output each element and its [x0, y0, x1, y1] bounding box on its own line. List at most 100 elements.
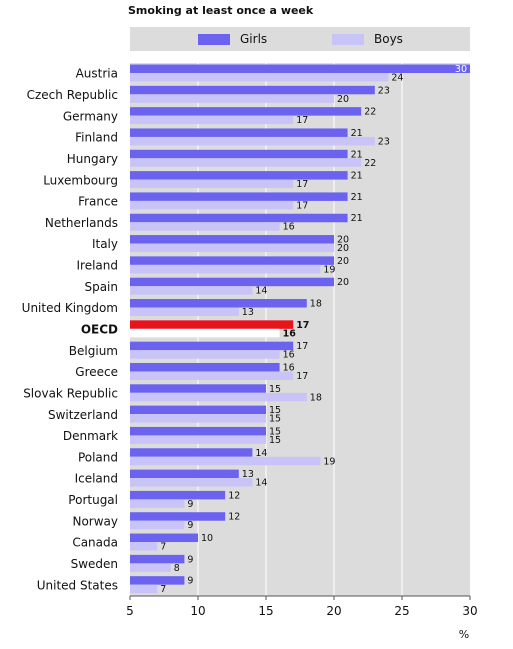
category-label-19: Iceland: [75, 472, 118, 486]
bar-boys-3: [130, 136, 375, 146]
value-label-boys-6: 17: [296, 200, 308, 211]
value-label-girls-15: 15: [269, 384, 281, 395]
value-label-boys-15: 18: [310, 392, 322, 403]
value-label-girls-23: 9: [187, 554, 193, 565]
value-label-boys-24: 7: [160, 584, 166, 595]
category-label-1: Czech Republic: [27, 88, 118, 102]
bar-girls-7: [130, 213, 348, 223]
category-label-14: Greece: [75, 365, 118, 379]
value-label-boys-21: 9: [187, 520, 193, 531]
value-label-girls-18: 14: [255, 448, 267, 459]
value-label-girls-0: 30: [455, 64, 467, 75]
value-label-boys-7: 16: [283, 222, 295, 233]
bar-boys-11: [130, 307, 239, 317]
bar-boys-24: [130, 584, 158, 594]
value-label-boys-20: 9: [187, 499, 193, 510]
legend-label-girls: Girls: [240, 32, 268, 46]
category-label-9: Ireland: [76, 259, 118, 273]
value-label-boys-11: 13: [242, 307, 254, 318]
value-label-boys-3: 23: [378, 136, 390, 147]
category-label-22: Canada: [72, 536, 118, 550]
value-label-boys-4: 22: [364, 158, 376, 169]
category-label-23: Sweden: [71, 557, 118, 571]
bar-girls-2: [130, 107, 362, 116]
category-label-10: Spain: [84, 280, 118, 294]
value-label-boys-17: 15: [269, 435, 281, 446]
value-label-boys-22: 7: [160, 542, 166, 553]
legend-item-girls: Girls: [198, 27, 267, 51]
legend-item-boys: Boys: [332, 27, 403, 51]
value-label-boys-18: 19: [323, 456, 335, 467]
legend-swatch-girls: [198, 33, 230, 45]
value-label-boys-13: 16: [283, 350, 295, 361]
bar-girls-22: [130, 533, 198, 543]
value-label-boys-1: 20: [337, 94, 349, 105]
x-tick-label-25: 25: [394, 604, 409, 618]
bar-girls-16: [130, 405, 266, 415]
bar-boys-7: [130, 222, 280, 231]
bar-boys-8: [130, 243, 334, 253]
bar-girls-0: [130, 64, 470, 73]
category-label-7: Netherlands: [45, 216, 118, 230]
bar-boys-15: [130, 392, 307, 402]
value-label-girls-1: 23: [378, 85, 390, 96]
bar-girls-20: [130, 490, 226, 500]
bar-girls-1: [130, 85, 375, 95]
value-label-boys-12: 16: [283, 328, 297, 339]
category-label-17: Denmark: [63, 429, 118, 443]
chart-title: Smoking at least once a week: [128, 4, 314, 17]
value-label-boys-19: 14: [255, 478, 267, 489]
bar-boys-0: [130, 73, 389, 82]
value-label-boys-16: 15: [269, 414, 281, 425]
value-label-girls-4: 21: [351, 149, 363, 160]
value-label-girls-10: 20: [337, 277, 349, 288]
category-label-2: Germany: [63, 109, 118, 123]
bar-girls-14: [130, 362, 280, 372]
value-label-boys-8: 20: [337, 243, 349, 254]
bar-girls-9: [130, 256, 334, 265]
bar-boys-6: [130, 200, 294, 210]
category-label-4: Hungary: [67, 152, 118, 166]
x-tick-label-5: 5: [126, 604, 134, 618]
value-label-boys-0: 24: [391, 73, 403, 84]
category-label-24: United States: [37, 578, 118, 592]
category-label-20: Portugal: [68, 493, 118, 507]
bar-boys-21: [130, 520, 185, 530]
value-label-girls-20: 12: [228, 490, 240, 501]
value-label-girls-11: 18: [310, 299, 322, 310]
bar-boys-18: [130, 456, 321, 466]
bar-boys-10: [130, 286, 253, 295]
x-tick-label-20: 20: [326, 604, 341, 618]
bar-boys-17: [130, 435, 266, 444]
bar-girls-8: [130, 235, 334, 244]
bar-boys-4: [130, 158, 362, 167]
category-label-12: OECD: [81, 323, 118, 337]
bar-boys-16: [130, 414, 266, 423]
bar-girls-11: [130, 299, 307, 308]
bar-girls-12: [130, 320, 294, 329]
category-label-13: Belgium: [69, 344, 118, 358]
bar-girls-4: [130, 149, 348, 159]
bar-girls-19: [130, 469, 239, 479]
category-label-11: United Kingdom: [22, 301, 118, 315]
bar-girls-10: [130, 277, 334, 287]
value-label-girls-5: 21: [351, 171, 363, 182]
category-label-0: Austria: [76, 67, 118, 81]
x-tick-label-15: 15: [258, 604, 273, 618]
value-label-girls-14: 16: [283, 362, 295, 373]
category-label-6: France: [78, 195, 118, 209]
bar-girls-13: [130, 341, 294, 351]
bar-boys-2: [130, 115, 294, 125]
category-label-21: Norway: [72, 514, 118, 528]
value-label-girls-2: 22: [364, 107, 376, 118]
bar-boys-9: [130, 264, 321, 274]
bar-girls-21: [130, 512, 226, 521]
bar-girls-5: [130, 171, 348, 180]
category-label-3: Finland: [75, 131, 118, 145]
value-label-girls-12: 17: [296, 320, 309, 331]
value-label-girls-6: 21: [351, 192, 363, 203]
bar-girls-6: [130, 192, 348, 201]
value-label-girls-8: 20: [337, 235, 349, 246]
value-label-boys-5: 17: [296, 179, 308, 190]
